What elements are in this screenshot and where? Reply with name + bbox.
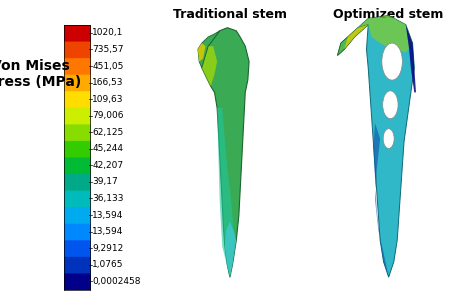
Polygon shape <box>337 25 368 55</box>
Text: 39,17: 39,17 <box>92 177 118 186</box>
Text: 45,244: 45,244 <box>92 144 123 153</box>
Polygon shape <box>355 15 412 52</box>
Circle shape <box>383 129 394 148</box>
Polygon shape <box>198 31 219 68</box>
Text: 166,53: 166,53 <box>92 78 124 87</box>
Polygon shape <box>374 123 389 277</box>
Text: 13,594: 13,594 <box>92 211 124 220</box>
Circle shape <box>382 43 402 80</box>
Polygon shape <box>202 46 217 86</box>
Text: 62,125: 62,125 <box>92 128 124 137</box>
Text: 79,006: 79,006 <box>92 111 124 120</box>
Text: 0,0002458: 0,0002458 <box>92 277 141 286</box>
Text: 1,0765: 1,0765 <box>92 260 124 269</box>
Polygon shape <box>217 108 234 277</box>
Polygon shape <box>406 25 416 92</box>
Text: 9,2912: 9,2912 <box>92 244 124 253</box>
Polygon shape <box>198 43 206 62</box>
Polygon shape <box>202 28 249 277</box>
Text: 1020,1: 1020,1 <box>92 28 124 37</box>
Text: Traditional stem: Traditional stem <box>173 8 287 21</box>
Text: Optimized stem: Optimized stem <box>334 8 444 21</box>
Text: 451,05: 451,05 <box>92 62 124 71</box>
Text: 42,207: 42,207 <box>92 161 124 170</box>
Text: Von Mises
Stress (MPa): Von Mises Stress (MPa) <box>0 59 81 89</box>
Text: 36,133: 36,133 <box>92 194 124 203</box>
Text: 13,594: 13,594 <box>92 227 124 236</box>
Text: 735,57: 735,57 <box>92 45 124 54</box>
Polygon shape <box>225 222 236 277</box>
Polygon shape <box>344 25 368 49</box>
Text: 109,63: 109,63 <box>92 95 124 103</box>
Circle shape <box>383 91 398 119</box>
Polygon shape <box>337 15 414 277</box>
